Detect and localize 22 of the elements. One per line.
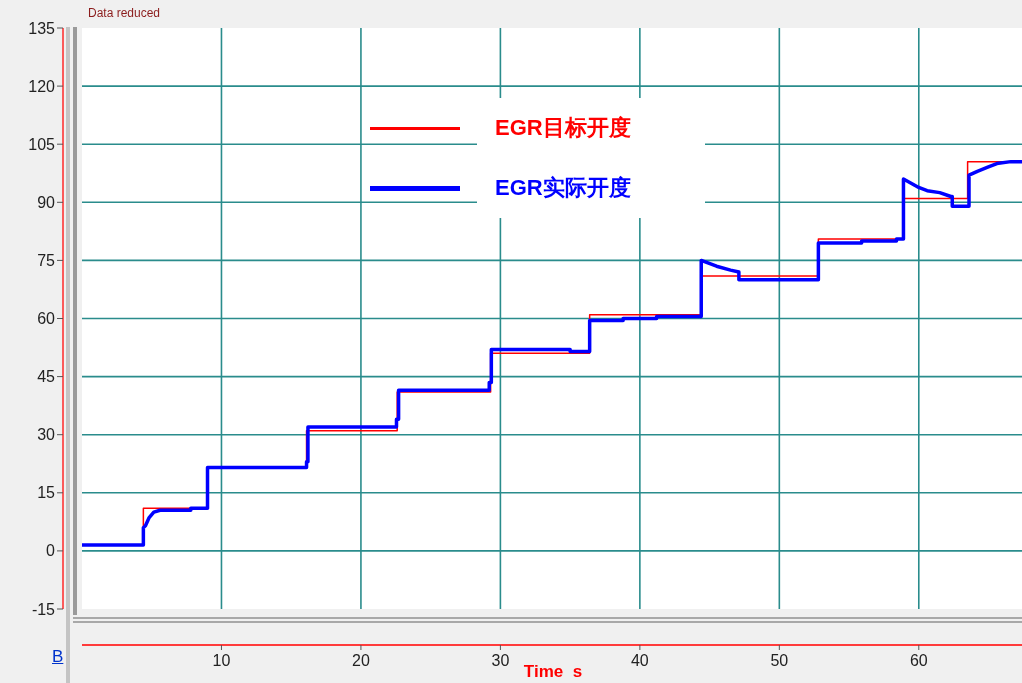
- y-tick-label: 45: [37, 368, 56, 386]
- y-tick-label: 15: [37, 484, 56, 502]
- y-tick-label: 135: [28, 19, 56, 37]
- x-tick-label: 30: [491, 651, 510, 669]
- y-tick-label: 105: [28, 135, 56, 153]
- legend-label: EGR目标开度: [495, 114, 631, 142]
- y-tick-label: 0: [46, 542, 56, 560]
- x-tick-label: 20: [352, 651, 370, 669]
- legend-label: EGR实际开度: [495, 174, 631, 202]
- x-tick-label: 50: [770, 651, 789, 669]
- text: Data reduced: [88, 6, 161, 21]
- y-tick-label: 90: [37, 193, 56, 211]
- x-tick-label: 10: [212, 651, 231, 669]
- y-tick-label: 60: [37, 310, 56, 327]
- text: B: [52, 647, 64, 667]
- x-axis-title: Time s: [523, 662, 583, 681]
- y-tick-label: 30: [37, 426, 56, 444]
- x-tick-label: 40: [630, 651, 649, 669]
- y-tick-label: 75: [37, 251, 56, 269]
- y-tick-label: 120: [28, 77, 56, 95]
- y-tick-label: -15: [31, 600, 56, 618]
- x-tick-label: 60: [909, 651, 928, 669]
